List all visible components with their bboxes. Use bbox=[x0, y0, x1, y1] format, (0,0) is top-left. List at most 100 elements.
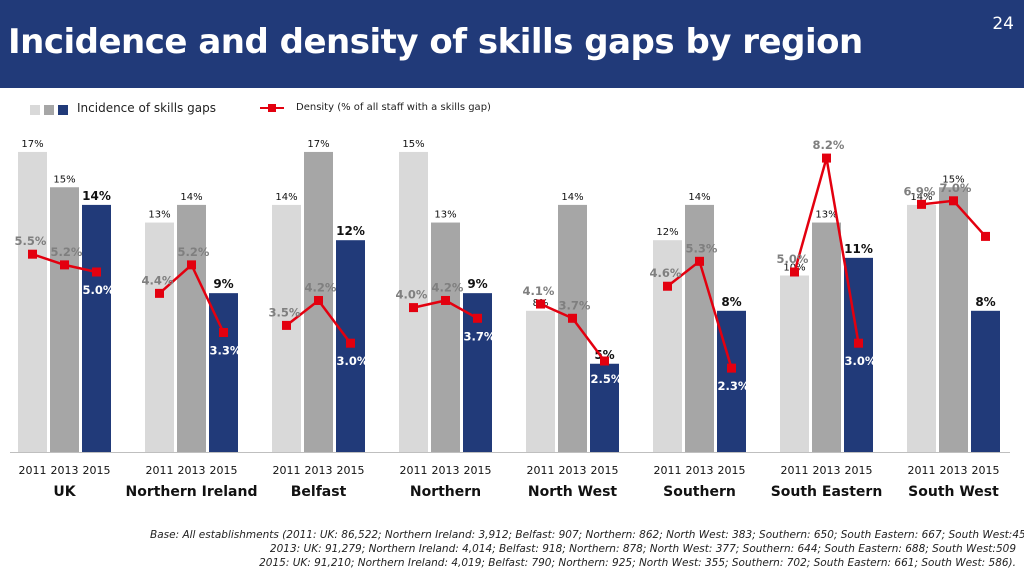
bar-label: 14% bbox=[561, 192, 583, 203]
density-marker bbox=[822, 153, 831, 163]
density-marker bbox=[473, 313, 482, 323]
density-label: 5.5% bbox=[15, 234, 47, 248]
page-title: Incidence and density of skills gaps by … bbox=[8, 22, 863, 62]
year-tick-label: 2013 bbox=[51, 464, 79, 477]
density-marker bbox=[92, 267, 101, 277]
year-tick-label: 2011 bbox=[146, 464, 174, 477]
year-tick-label: 2013 bbox=[305, 464, 333, 477]
density-marker bbox=[155, 288, 164, 298]
bar-2011 bbox=[18, 151, 47, 452]
density-marker bbox=[981, 231, 990, 241]
density-marker bbox=[441, 295, 450, 305]
bar-label: 15% bbox=[53, 174, 75, 185]
footnote-line-2015: 2015: UK: 91,210; Northern Ireland: 4,01… bbox=[259, 557, 1016, 569]
year-tick-label: 2011 bbox=[400, 464, 428, 477]
bar-2015 bbox=[209, 293, 238, 452]
bar-2015 bbox=[590, 363, 619, 452]
density-marker bbox=[60, 260, 69, 270]
bar-label: 14% bbox=[82, 189, 111, 203]
density-label: 2.5% bbox=[591, 372, 623, 386]
header-bar: Incidence and density of skills gaps by … bbox=[0, 0, 1024, 88]
category-label: Belfast bbox=[291, 484, 347, 500]
density-label: 5.0% bbox=[83, 283, 115, 297]
footnote: Base: All establishments (2011: UK: 86,5… bbox=[150, 528, 1024, 570]
bar-2013 bbox=[177, 204, 206, 452]
legend-swatch-2015 bbox=[58, 105, 68, 115]
category-label: North West bbox=[528, 484, 618, 500]
density-label: 4.1% bbox=[523, 284, 555, 298]
density-label: 3.7% bbox=[559, 298, 591, 312]
bar-label: 14% bbox=[275, 192, 297, 203]
legend-swatch-2011 bbox=[30, 105, 40, 115]
year-tick-label: 2013 bbox=[940, 464, 968, 477]
density-marker bbox=[727, 363, 736, 373]
bar-2011 bbox=[653, 240, 682, 452]
legend-swatch-2013 bbox=[44, 105, 54, 115]
bar-2013 bbox=[50, 187, 79, 452]
year-tick-label: 2013 bbox=[432, 464, 460, 477]
bar-label: 11% bbox=[844, 242, 873, 256]
density-label: 3.5% bbox=[269, 305, 301, 319]
bar-label: 12% bbox=[336, 224, 365, 238]
density-label: 4.0% bbox=[396, 288, 428, 302]
density-marker bbox=[917, 199, 926, 209]
footnote-line-2013: 2013: UK: 91,279; Northern Ireland: 4,01… bbox=[269, 543, 1016, 555]
bar-2011 bbox=[145, 222, 174, 452]
footnote-line-2011: Base: All establishments (2011: UK: 86,5… bbox=[150, 529, 1024, 541]
bar-label: 15% bbox=[942, 174, 964, 185]
density-label: 4.6% bbox=[650, 266, 682, 280]
bar-2011 bbox=[907, 204, 936, 452]
density-label: 5.0% bbox=[777, 252, 809, 266]
density-label: 3.3% bbox=[210, 344, 242, 358]
bar-2011 bbox=[780, 275, 809, 452]
year-tick-label: 2015 bbox=[718, 464, 746, 477]
density-marker bbox=[187, 260, 196, 270]
density-label: 3.7% bbox=[464, 329, 496, 343]
bar-2013 bbox=[812, 222, 841, 452]
density-label: 6.0% bbox=[972, 247, 1004, 261]
density-marker bbox=[28, 249, 37, 259]
density-label: 2.3% bbox=[718, 379, 750, 393]
bar-2011 bbox=[399, 151, 428, 452]
year-tick-label: 2015 bbox=[591, 464, 619, 477]
year-tick-label: 2013 bbox=[559, 464, 587, 477]
density-label: 3.0% bbox=[845, 354, 877, 368]
density-marker bbox=[568, 313, 577, 323]
bar-label: 9% bbox=[213, 277, 233, 291]
bar-2015 bbox=[971, 310, 1000, 452]
density-marker bbox=[949, 196, 958, 206]
year-tick-label: 2015 bbox=[210, 464, 238, 477]
bar-2013 bbox=[558, 204, 587, 452]
density-label: 8.2% bbox=[813, 138, 845, 152]
density-marker bbox=[346, 338, 355, 348]
legend-density-label: Density (% of all staff with a skills ga… bbox=[296, 102, 491, 113]
bar-label: 14% bbox=[688, 192, 710, 203]
density-marker bbox=[600, 356, 609, 366]
year-tick-label: 2013 bbox=[686, 464, 714, 477]
legend-incidence-label: Incidence of skills gaps bbox=[77, 101, 216, 115]
density-label: 7.0% bbox=[940, 181, 972, 195]
density-label: 4.4% bbox=[142, 273, 174, 287]
density-label: 6.9% bbox=[904, 184, 936, 198]
density-label: 4.2% bbox=[305, 280, 337, 294]
bar-2015 bbox=[82, 204, 111, 452]
year-tick-label: 2015 bbox=[845, 464, 873, 477]
category-label: Southern bbox=[663, 484, 736, 500]
year-tick-label: 2015 bbox=[972, 464, 1000, 477]
skills-gaps-chart: 17% 2011 15% 2013 14% 2015 UK 5.5% 5.2% 5.0% 13% 20… bbox=[10, 138, 1010, 500]
bar-label: 15% bbox=[402, 139, 424, 150]
density-label: 4.2% bbox=[432, 280, 464, 294]
density-label: 5.3% bbox=[686, 241, 718, 255]
density-label: 3.0% bbox=[337, 354, 369, 368]
density-marker bbox=[695, 256, 704, 266]
density-marker bbox=[409, 303, 418, 313]
year-tick-label: 2011 bbox=[654, 464, 682, 477]
year-tick-label: 2011 bbox=[527, 464, 555, 477]
density-marker bbox=[536, 299, 545, 309]
bar-label: 13% bbox=[815, 210, 837, 221]
bar-2013 bbox=[939, 187, 968, 452]
bar-label: 17% bbox=[21, 139, 43, 150]
bar-label: 14% bbox=[180, 192, 202, 203]
category-label: South West bbox=[908, 484, 999, 500]
bar-label: 9% bbox=[467, 277, 487, 291]
